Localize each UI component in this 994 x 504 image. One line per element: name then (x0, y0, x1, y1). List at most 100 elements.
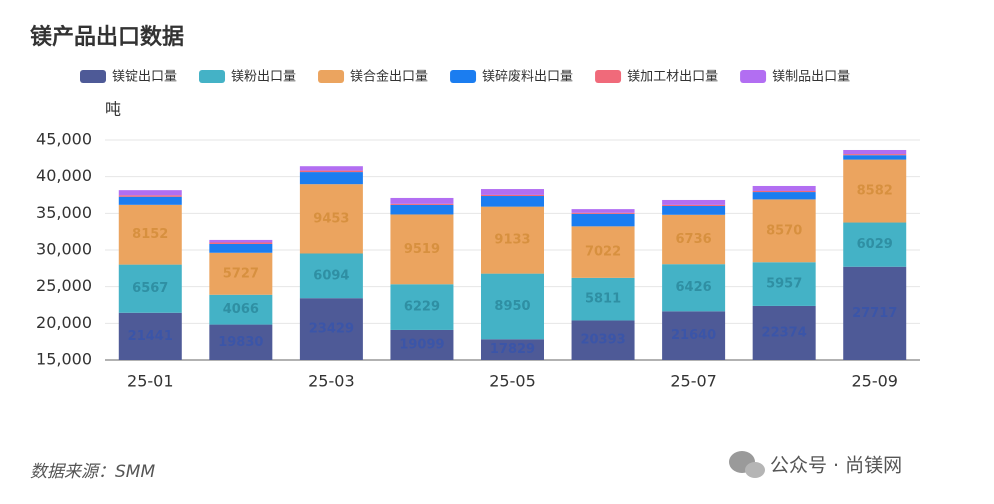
bar-segment (481, 194, 544, 197)
value-label: 23429 (309, 322, 354, 337)
x-tick-label: 25-01 (127, 372, 174, 391)
value-label: 6094 (313, 268, 349, 283)
bar-segment (481, 273, 544, 340)
bar-segment (752, 185, 816, 191)
legend-label: 镁粉出口量 (231, 70, 296, 85)
y-tick-label: 20,000 (36, 313, 92, 332)
bar-segment (390, 214, 454, 285)
bar-segment (571, 226, 635, 278)
bar-segment (571, 212, 635, 214)
value-label: 8950 (494, 299, 530, 314)
bar-segment (209, 239, 273, 243)
bar-segment (481, 339, 544, 360)
x-tick-label: 25-09 (851, 372, 898, 391)
source-note: 数据来源：SMM (30, 462, 155, 482)
value-label: 9453 (313, 211, 349, 226)
bar-segment (843, 266, 907, 360)
chart-title: 镁产品出口数据 (30, 24, 184, 50)
bar-segment (571, 213, 635, 227)
value-label: 8570 (766, 223, 802, 238)
legend-swatch (199, 70, 226, 83)
bar-segment (481, 206, 544, 274)
bar-segment (390, 329, 454, 360)
legend-label: 镁锭出口量 (112, 70, 177, 85)
y-tick-label: 30,000 (36, 240, 92, 259)
bar-segment (390, 284, 454, 330)
bar-segment (299, 170, 363, 173)
value-label: 6736 (676, 232, 712, 247)
y-tick-label: 25,000 (36, 276, 92, 295)
legend-label: 镁碎废料出口量 (482, 69, 573, 85)
value-label: 9133 (494, 233, 530, 248)
legend-label: 镁制品出口量 (772, 70, 850, 85)
value-label: 6229 (404, 300, 440, 315)
bar-segment (662, 214, 726, 265)
bar-segment (299, 184, 363, 254)
bar-segment (843, 154, 907, 156)
y-axis-unit: 吨 (105, 100, 121, 119)
bar-segment (752, 199, 816, 263)
bar-segment (209, 243, 273, 253)
value-label: 4066 (223, 302, 259, 317)
value-label: 8152 (132, 227, 168, 242)
bar-segment (299, 166, 363, 171)
bar-segment (571, 320, 635, 360)
bar-segment (481, 196, 544, 207)
bar-segment (118, 190, 182, 196)
bar-segment (390, 203, 454, 205)
bar-segment (752, 262, 816, 306)
y-tick-label: 40,000 (36, 166, 92, 185)
bar-segment (662, 199, 726, 205)
bar-segment (118, 204, 182, 265)
x-tick-label: 25-05 (489, 372, 536, 391)
bar-segment (481, 189, 544, 195)
bar-segment (662, 204, 726, 206)
bar-segment (662, 205, 726, 215)
bar-segment (752, 190, 816, 193)
bar-segment (118, 312, 182, 360)
bar-segment (752, 192, 816, 200)
legend-swatch (740, 70, 767, 83)
legend-label: 镁加工材出口量 (627, 70, 718, 85)
bar-segment (299, 253, 363, 299)
bar-segment (118, 196, 182, 205)
bar-segment (209, 252, 273, 295)
watermark-icon (729, 451, 765, 478)
bar-segment (118, 195, 182, 197)
bar-segment (843, 155, 907, 160)
x-tick-label: 25-03 (308, 372, 355, 391)
value-label: 8582 (857, 184, 893, 199)
watermark: 公众号 · 尚镁网 (770, 455, 902, 477)
legend-swatch (450, 70, 477, 83)
bar-segment (390, 204, 454, 215)
value-label: 7022 (585, 245, 621, 260)
bar-segment (843, 159, 907, 223)
value-label: 19099 (399, 337, 444, 352)
legend-label: 镁合金出口量 (350, 69, 428, 85)
value-label: 19830 (218, 335, 263, 350)
value-label: 27717 (852, 306, 897, 321)
bar-segment (843, 222, 907, 267)
value-label: 5727 (223, 266, 259, 281)
bar-segment (209, 242, 273, 244)
value-label: 5957 (766, 277, 802, 292)
legend-swatch (318, 70, 345, 83)
bar-segment (571, 277, 635, 321)
bar-segment (752, 305, 816, 360)
bar-segment (299, 172, 363, 185)
bar-segment (118, 264, 182, 313)
bar-segment (390, 197, 454, 204)
legend-swatch (80, 70, 106, 83)
y-tick-label: 35,000 (36, 203, 92, 222)
value-label: 21441 (128, 329, 173, 344)
value-label: 6029 (857, 237, 893, 252)
x-tick-label: 25-07 (670, 372, 717, 391)
bar-segment (299, 298, 363, 360)
y-tick-label: 15,000 (36, 350, 92, 369)
value-label: 22374 (762, 325, 807, 340)
value-label: 9519 (404, 242, 440, 257)
value-label: 6426 (676, 280, 712, 295)
value-label: 21640 (671, 328, 716, 343)
legend-swatch (595, 70, 622, 83)
